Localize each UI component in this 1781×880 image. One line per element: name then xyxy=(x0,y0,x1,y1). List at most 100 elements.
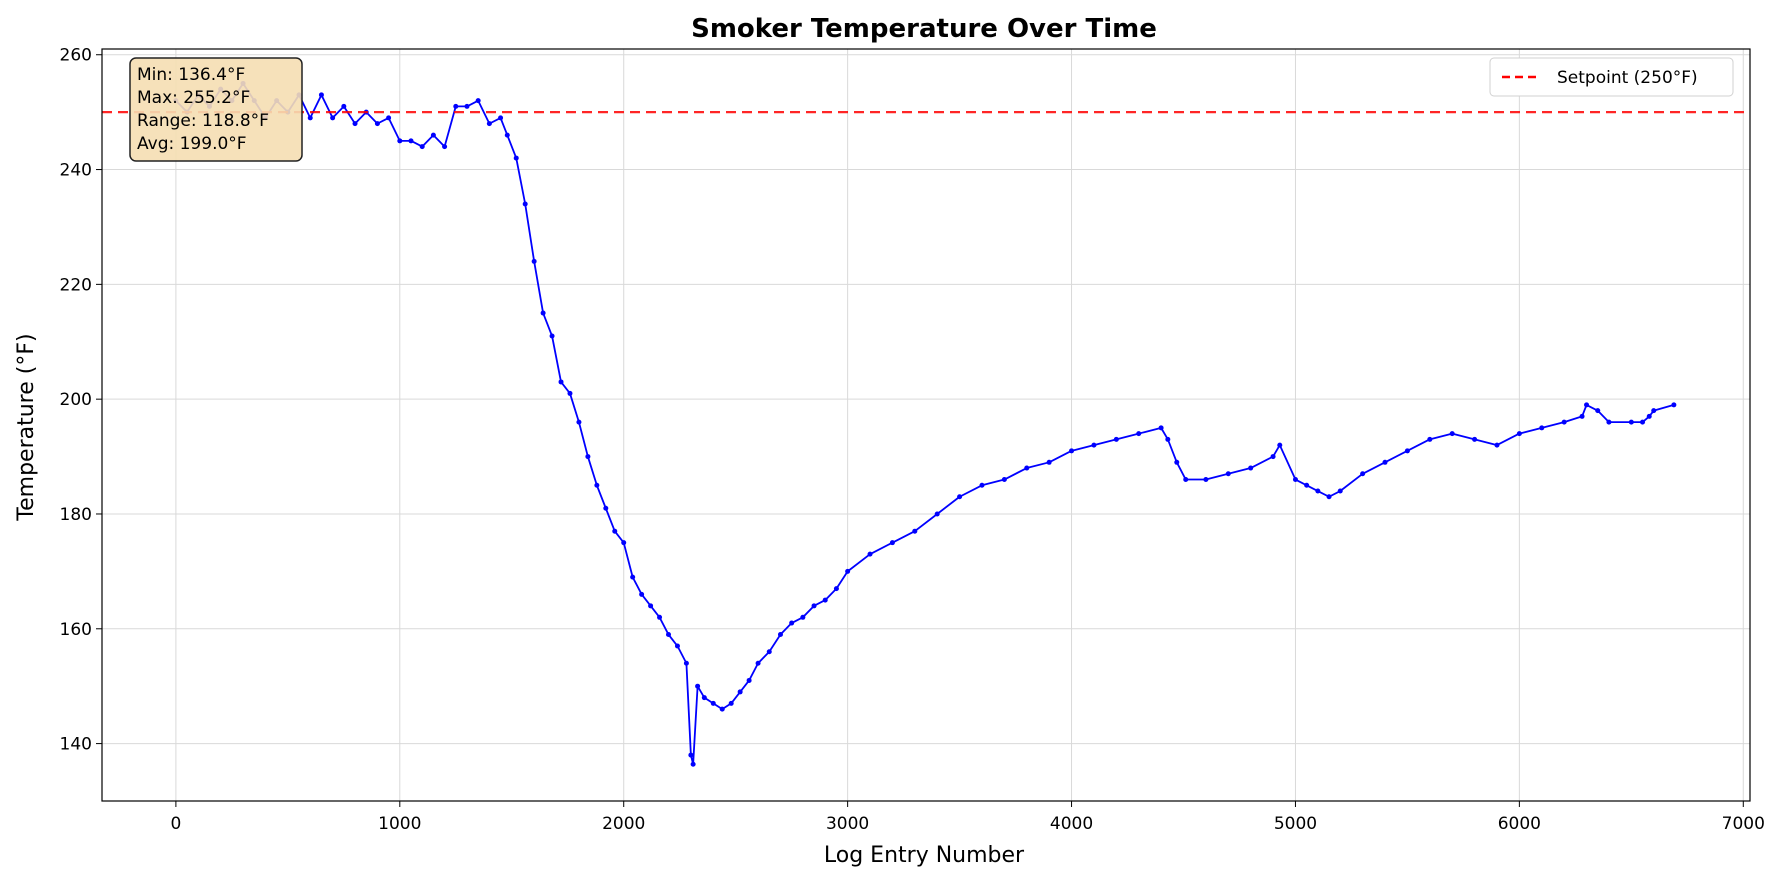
temperature-point xyxy=(513,155,519,161)
x-tick-label: 2000 xyxy=(602,814,645,834)
y-tick-label: 140 xyxy=(60,735,92,755)
temperature-point xyxy=(1337,488,1343,494)
stats-avg: Avg: 199.0°F xyxy=(137,134,247,154)
temperature-point xyxy=(1449,431,1455,437)
temperature-point xyxy=(800,614,806,620)
temperature-point xyxy=(475,98,481,104)
temperature-point xyxy=(1651,408,1657,414)
temperature-point xyxy=(1584,402,1590,408)
temperature-point xyxy=(1494,442,1500,448)
temperature-point xyxy=(453,103,459,109)
temperature-point xyxy=(1225,471,1231,477)
temperature-point xyxy=(1640,419,1646,425)
temperature-point xyxy=(585,454,591,460)
temperature-point xyxy=(674,643,680,649)
temperature-point xyxy=(811,603,817,609)
temperature-point xyxy=(666,632,671,638)
temperature-point xyxy=(755,660,761,666)
temperature-point xyxy=(789,620,795,626)
temperature-point xyxy=(979,482,985,488)
stats-range: Range: 118.8°F xyxy=(137,111,269,131)
temperature-point xyxy=(1183,477,1189,483)
temperature-point xyxy=(419,144,425,150)
temperature-point xyxy=(1628,419,1634,425)
temperature-point xyxy=(639,591,645,597)
temperature-point xyxy=(558,379,564,385)
temperature-point xyxy=(374,121,380,127)
temperature-point xyxy=(352,121,358,127)
stats-max: Max: 255.2°F xyxy=(137,88,250,108)
temperature-point xyxy=(576,419,582,425)
temperature-point xyxy=(719,706,725,712)
temperature-point xyxy=(1277,442,1283,448)
temperature-point xyxy=(307,115,313,121)
temperature-point xyxy=(1304,482,1310,488)
temperature-line xyxy=(175,82,1675,766)
temperature-point xyxy=(630,574,636,580)
temperature-point xyxy=(1671,402,1677,408)
temperature-point xyxy=(833,586,839,592)
temperature-point xyxy=(430,132,436,138)
y-tick-label: 180 xyxy=(60,505,92,525)
x-tick-label: 1000 xyxy=(378,814,421,834)
temperature-point xyxy=(442,144,448,150)
temperature-point xyxy=(1382,459,1388,465)
temperature-point xyxy=(397,138,403,144)
temperature-point xyxy=(341,103,347,109)
temperature-point xyxy=(683,660,689,666)
temperature-point xyxy=(549,333,555,339)
x-tick-label: 5000 xyxy=(1274,814,1317,834)
temperature-point xyxy=(695,683,701,689)
temperature-point xyxy=(1165,436,1171,442)
temperature-point xyxy=(1315,488,1321,494)
temperature-point xyxy=(594,482,600,488)
temperature-point xyxy=(1270,454,1276,460)
temperature-point xyxy=(867,551,873,557)
temperature-point xyxy=(522,201,528,207)
axis-layer: 0 1000 2000 3000 4000 5000 6000 7000 140 160 180 20… xyxy=(60,46,1765,834)
temperature-point xyxy=(1091,442,1097,448)
y-tick-label: 240 xyxy=(60,161,92,181)
stats-box-background xyxy=(129,57,303,162)
temperature-point xyxy=(1158,425,1164,431)
y-tick-label: 260 xyxy=(60,46,92,66)
temperature-point xyxy=(1069,448,1075,454)
temperature-point xyxy=(386,115,392,121)
x-tick-label: 3000 xyxy=(826,814,869,834)
temperature-point xyxy=(648,603,654,609)
temperature-point xyxy=(464,103,470,109)
temperature-point xyxy=(912,528,918,534)
temperature-point xyxy=(845,568,851,574)
temperature-point xyxy=(657,614,663,620)
legend: Setpoint (250°F) xyxy=(1489,57,1734,97)
legend-setpoint-label: Setpoint (250°F) xyxy=(1557,68,1698,88)
temperature-point xyxy=(690,761,696,767)
plot-layer xyxy=(102,80,1750,767)
temperature-point xyxy=(934,511,940,517)
temperature-point xyxy=(1595,408,1601,414)
temperature-point xyxy=(408,138,414,144)
temperature-point xyxy=(777,632,783,638)
x-tick-label: 6000 xyxy=(1498,814,1541,834)
temperature-point xyxy=(746,677,752,683)
temperature-point xyxy=(1539,425,1545,431)
y-tick-label: 200 xyxy=(60,390,92,410)
x-axis-label: Log Entry Number xyxy=(824,843,1025,868)
temperature-point xyxy=(498,115,504,121)
temperature-point xyxy=(1203,477,1209,483)
temperature-point xyxy=(1113,436,1119,442)
temperature-point xyxy=(504,132,510,138)
temperature-point xyxy=(1001,477,1007,483)
temperature-point xyxy=(540,310,546,316)
temperature-point xyxy=(701,695,707,701)
temperature-point xyxy=(1326,494,1332,500)
temperature-point xyxy=(1046,459,1052,465)
temperature-point xyxy=(710,700,716,706)
temperature-point xyxy=(621,540,627,546)
temperature-point xyxy=(567,390,573,396)
temperature-point xyxy=(822,597,828,603)
temperature-point xyxy=(1024,465,1030,471)
y-tick-label: 160 xyxy=(60,620,92,640)
temperature-point xyxy=(330,115,336,121)
